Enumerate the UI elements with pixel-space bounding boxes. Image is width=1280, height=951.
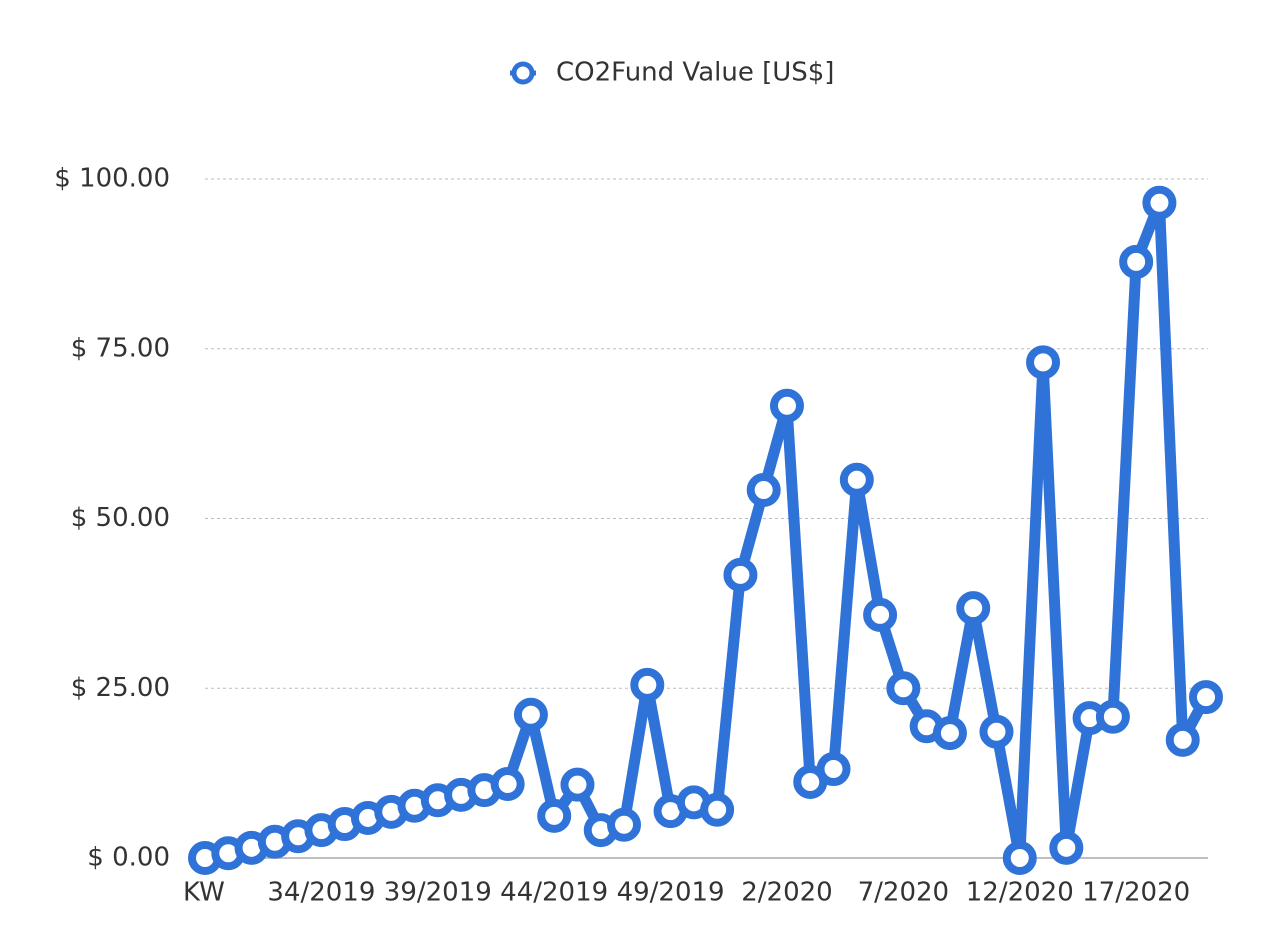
x-tick-label: 2/2020 <box>741 878 832 908</box>
y-tick-label: $ 50.00 <box>71 503 170 533</box>
point <box>1119 244 1154 279</box>
point <box>816 752 851 787</box>
x-tick-label: 7/2020 <box>858 878 949 908</box>
point <box>1049 830 1084 865</box>
y-tick-label: $ 0.00 <box>87 843 170 873</box>
point <box>560 767 595 802</box>
legend-marker <box>511 61 535 85</box>
point <box>746 472 781 507</box>
x-tick-label: 12/2020 <box>966 878 1074 908</box>
point <box>886 671 921 706</box>
point <box>1095 699 1130 734</box>
y-tick-label: $ 100.00 <box>54 164 170 194</box>
point <box>490 766 525 801</box>
point <box>513 697 548 732</box>
x-tick-label: KW <box>183 878 225 908</box>
x-tick-label: 34/2019 <box>267 878 375 908</box>
point <box>1002 841 1037 875</box>
point <box>932 716 967 751</box>
point <box>1189 680 1223 715</box>
point <box>700 792 735 827</box>
point <box>607 807 642 842</box>
x-tick-label: 44/2019 <box>500 878 608 908</box>
point <box>1165 722 1200 757</box>
legend-label: CO2Fund Value [US$] <box>556 58 834 88</box>
x-tick-label: 49/2019 <box>617 878 725 908</box>
y-tick-label: $ 25.00 <box>71 673 170 703</box>
x-tick-label: 39/2019 <box>384 878 492 908</box>
point <box>979 714 1014 749</box>
point <box>1142 185 1177 220</box>
point <box>537 798 572 833</box>
point <box>839 462 874 497</box>
line <box>203 197 1211 864</box>
point <box>1026 345 1061 380</box>
y-tick-label: $ 75.00 <box>71 333 170 363</box>
point <box>956 591 991 626</box>
point <box>769 388 804 423</box>
point <box>630 667 665 702</box>
point <box>723 557 758 592</box>
point <box>863 597 898 632</box>
x-tick-label: 17/2020 <box>1082 878 1190 908</box>
